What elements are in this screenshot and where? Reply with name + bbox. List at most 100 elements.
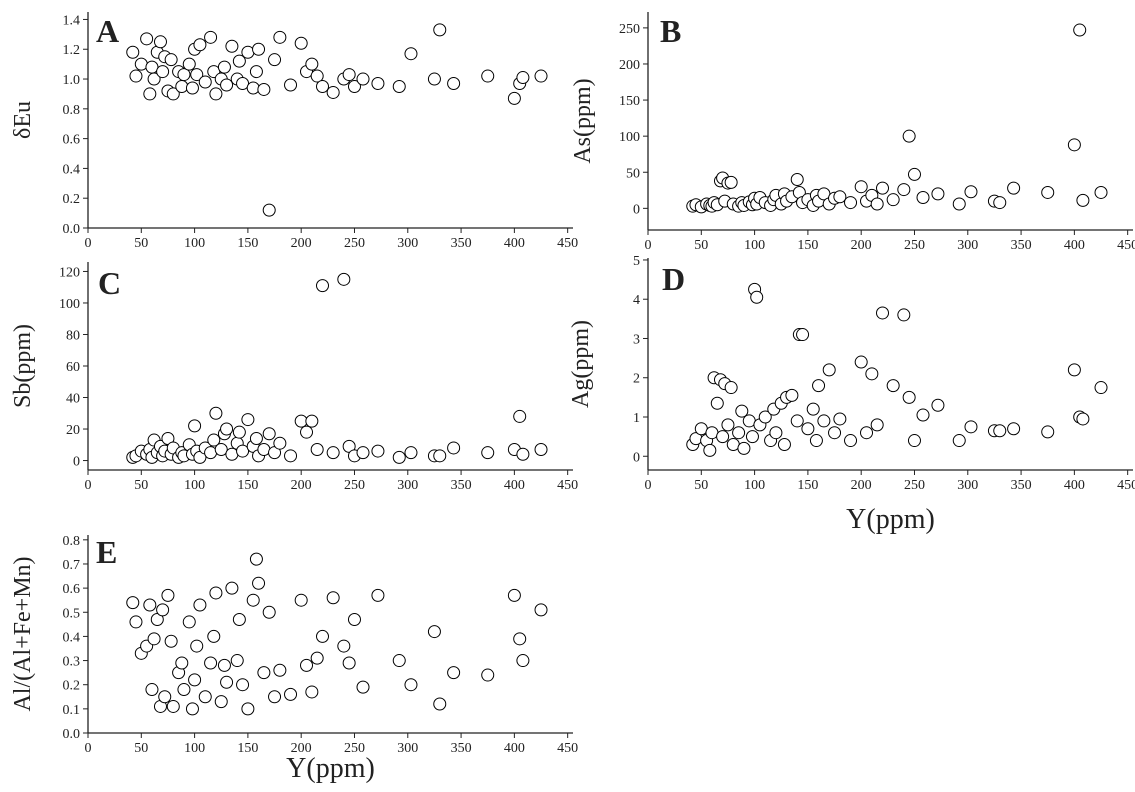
data-point bbox=[134, 57, 148, 71]
data-point bbox=[1067, 138, 1081, 152]
data-point bbox=[241, 702, 255, 716]
data-point bbox=[993, 196, 1007, 210]
data-point bbox=[844, 196, 858, 210]
data-point bbox=[126, 596, 140, 610]
data-point bbox=[769, 426, 783, 440]
data-point bbox=[232, 54, 246, 68]
x-tick-label: 300 bbox=[957, 478, 978, 493]
data-point bbox=[356, 680, 370, 694]
data-point bbox=[447, 77, 461, 91]
x-tick-label: 150 bbox=[237, 741, 258, 756]
y-tick-label: 0.3 bbox=[63, 655, 81, 670]
data-point bbox=[188, 419, 202, 433]
data-point bbox=[801, 422, 815, 436]
x-tick-label: 250 bbox=[344, 236, 365, 251]
data-point bbox=[931, 187, 945, 201]
data-point bbox=[902, 390, 916, 404]
y-tick-label: 40 bbox=[66, 392, 80, 407]
data-point bbox=[161, 588, 175, 602]
data-point bbox=[217, 60, 231, 74]
data-point bbox=[156, 65, 170, 79]
x-tick-label: 100 bbox=[744, 238, 765, 253]
data-point bbox=[204, 446, 218, 460]
data-point bbox=[516, 654, 530, 668]
x-tick-label: 450 bbox=[557, 236, 578, 251]
data-point bbox=[534, 69, 548, 83]
data-point bbox=[190, 68, 204, 82]
data-point bbox=[516, 447, 530, 461]
x-tick-label: 250 bbox=[904, 238, 925, 253]
data-point bbox=[284, 687, 298, 701]
y-axis-label: δEu bbox=[10, 101, 36, 139]
x-tick-label: 400 bbox=[504, 478, 525, 493]
data-point bbox=[262, 427, 276, 441]
x-tick-label: 350 bbox=[1011, 478, 1032, 493]
data-point bbox=[294, 593, 308, 607]
x-tick-label: 0 bbox=[645, 478, 652, 493]
x-tick-label: 450 bbox=[557, 741, 578, 756]
data-point bbox=[217, 658, 231, 672]
panel-label: E bbox=[96, 534, 117, 570]
y-tick-label: 3 bbox=[633, 332, 640, 347]
data-point bbox=[865, 367, 879, 381]
data-point bbox=[193, 38, 207, 52]
data-point bbox=[182, 57, 196, 71]
y-tick-label: 0.1 bbox=[63, 703, 81, 718]
x-tick-label: 0 bbox=[645, 238, 652, 253]
data-point bbox=[316, 279, 330, 293]
data-point bbox=[164, 53, 178, 67]
data-point bbox=[342, 68, 356, 82]
data-point bbox=[337, 639, 351, 653]
y-tick-label: 250 bbox=[619, 22, 640, 37]
data-point bbox=[326, 591, 340, 605]
data-point bbox=[166, 87, 180, 101]
data-point bbox=[433, 23, 447, 37]
data-point bbox=[1067, 363, 1081, 377]
data-point bbox=[854, 355, 868, 369]
data-point bbox=[507, 91, 521, 105]
y-tick-label: 100 bbox=[619, 130, 640, 145]
y-tick-label: 120 bbox=[59, 265, 80, 280]
x-tick-label: 200 bbox=[851, 478, 872, 493]
data-point bbox=[147, 72, 161, 86]
data-point bbox=[232, 425, 246, 439]
data-point bbox=[785, 388, 799, 402]
data-point bbox=[156, 603, 170, 617]
y-tick-label: 5 bbox=[633, 254, 640, 269]
data-point bbox=[1094, 185, 1108, 199]
data-point bbox=[294, 36, 308, 50]
data-point bbox=[1076, 193, 1090, 207]
data-point bbox=[886, 379, 900, 393]
data-point bbox=[262, 605, 276, 619]
x-tick-label: 100 bbox=[184, 741, 205, 756]
x-tick-label: 0 bbox=[85, 478, 92, 493]
y-tick-label: 200 bbox=[619, 58, 640, 73]
data-point bbox=[158, 690, 172, 704]
data-point bbox=[860, 426, 874, 440]
data-point bbox=[241, 413, 255, 427]
data-point bbox=[126, 45, 140, 59]
x-tick-label: 450 bbox=[1117, 238, 1135, 253]
data-point bbox=[175, 79, 189, 93]
data-point bbox=[1094, 381, 1108, 395]
data-point bbox=[177, 68, 191, 82]
data-point bbox=[249, 552, 263, 566]
data-point bbox=[129, 615, 143, 629]
data-point bbox=[809, 434, 823, 448]
data-point bbox=[427, 72, 441, 86]
data-point bbox=[828, 426, 842, 440]
data-point bbox=[907, 167, 921, 181]
data-point bbox=[252, 42, 266, 56]
data-point bbox=[188, 673, 202, 687]
x-tick-label: 150 bbox=[797, 478, 818, 493]
data-point bbox=[724, 175, 738, 189]
data-point bbox=[316, 79, 330, 93]
data-point bbox=[721, 418, 735, 432]
data-point bbox=[129, 69, 143, 83]
x-tick-label: 150 bbox=[797, 238, 818, 253]
x-tick-label: 250 bbox=[344, 741, 365, 756]
panel-label: A bbox=[96, 13, 119, 49]
data-point bbox=[833, 412, 847, 426]
data-point bbox=[392, 654, 406, 668]
data-point bbox=[166, 699, 180, 713]
